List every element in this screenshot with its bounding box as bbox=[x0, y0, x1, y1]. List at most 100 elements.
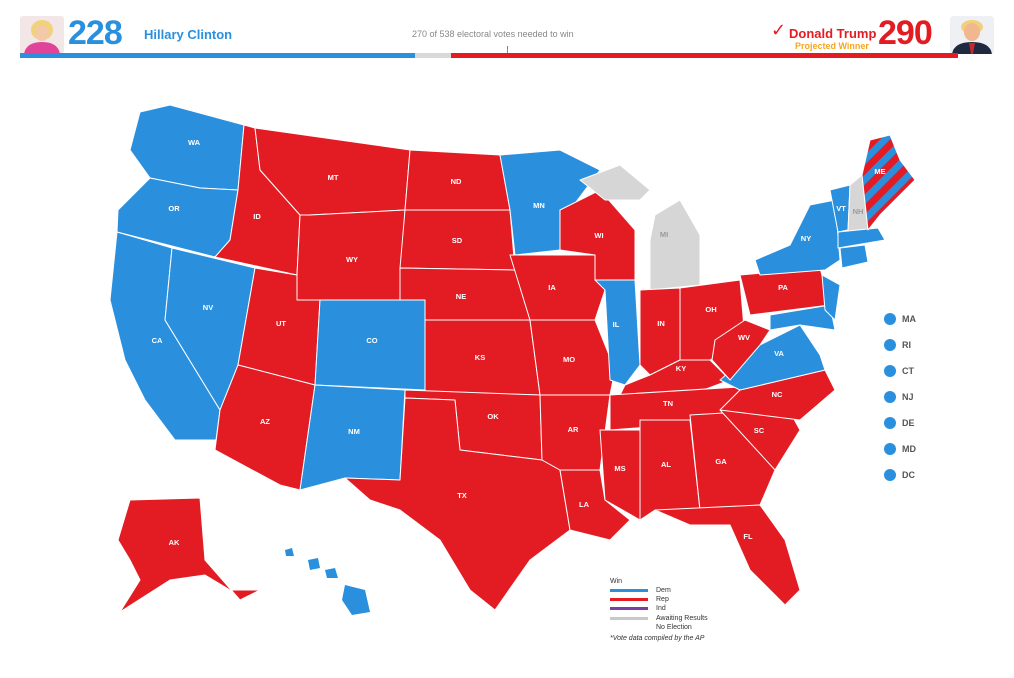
small-state-dc[interactable]: DC bbox=[884, 468, 915, 482]
label-az: AZ bbox=[260, 417, 270, 426]
label-id: ID bbox=[253, 212, 261, 221]
clinton-name: Hillary Clinton bbox=[144, 27, 233, 42]
small-state-md[interactable]: MD bbox=[884, 442, 916, 456]
awaiting-swatch bbox=[610, 617, 648, 620]
nj-dot-icon bbox=[884, 391, 896, 403]
state-fl[interactable] bbox=[654, 504, 801, 606]
rep-swatch bbox=[610, 598, 648, 601]
win-threshold-tick bbox=[507, 46, 508, 53]
label-ak: AK bbox=[169, 538, 180, 547]
label-ca: CA bbox=[152, 336, 163, 345]
legend-item-rep: Rep bbox=[610, 596, 750, 604]
dem-swatch bbox=[610, 589, 648, 592]
trump-electoral-votes: 290 bbox=[878, 14, 933, 52]
state-ia[interactable] bbox=[509, 254, 606, 321]
label-ok: OK bbox=[487, 412, 499, 421]
state-wv[interactable] bbox=[711, 319, 771, 381]
state-tx[interactable] bbox=[344, 397, 571, 611]
state-ak[interactable] bbox=[117, 497, 261, 613]
undecided-progress-bar bbox=[414, 53, 451, 58]
label-pa: PA bbox=[778, 283, 788, 292]
ind-swatch bbox=[610, 607, 648, 610]
small-state-nj[interactable]: NJ bbox=[884, 390, 914, 404]
label-ky: KY bbox=[676, 364, 686, 373]
legend-source-note: *Vote data compiled by the AP bbox=[610, 635, 705, 642]
label-mt: MT bbox=[328, 173, 339, 182]
label-sd: SD bbox=[452, 236, 463, 245]
label-tn: TN bbox=[663, 399, 673, 408]
state-wa[interactable] bbox=[129, 104, 245, 191]
state-mo[interactable] bbox=[529, 319, 616, 396]
label-ny: NY bbox=[801, 234, 811, 243]
label-co: CO bbox=[366, 336, 377, 345]
legend-item-no-election: No Election bbox=[656, 624, 692, 631]
small-state-de[interactable]: DE bbox=[884, 416, 915, 430]
label-me: ME bbox=[874, 167, 885, 176]
label-wi: WI bbox=[594, 231, 603, 240]
clinton-avatar bbox=[20, 16, 64, 54]
results-header: 228 Hillary Clinton 270 of 538 electoral… bbox=[0, 0, 1014, 60]
de-dot-icon bbox=[884, 417, 896, 429]
ma-dot-icon bbox=[884, 313, 896, 325]
small-state-ri[interactable]: RI bbox=[884, 338, 911, 352]
label-mn: MN bbox=[533, 201, 545, 210]
state-md[interactable] bbox=[769, 304, 836, 331]
label-la: LA bbox=[579, 500, 590, 509]
label-nh: NH bbox=[853, 207, 864, 216]
state-hi[interactable] bbox=[285, 548, 370, 615]
label-tx: TX bbox=[457, 491, 467, 500]
label-vt: VT bbox=[836, 204, 846, 213]
state-nj[interactable] bbox=[821, 274, 841, 321]
label-wa: WA bbox=[188, 138, 201, 147]
label-va: VA bbox=[774, 349, 784, 358]
state-al[interactable] bbox=[639, 419, 701, 521]
small-state-ma[interactable]: MA bbox=[884, 312, 916, 326]
ct-dot-icon bbox=[884, 365, 896, 377]
label-wv: WV bbox=[738, 333, 750, 342]
label-ne: NE bbox=[456, 292, 466, 301]
state-la[interactable] bbox=[559, 469, 631, 541]
label-fl: FL bbox=[743, 532, 753, 541]
md-dot-icon bbox=[884, 443, 896, 455]
votes-needed-text: 270 of 538 electoral votes needed to win bbox=[412, 29, 574, 39]
label-or: OR bbox=[168, 204, 180, 213]
label-in: IN bbox=[657, 319, 665, 328]
state-co[interactable] bbox=[314, 299, 426, 391]
state-ct[interactable] bbox=[839, 244, 869, 269]
label-nv: NV bbox=[203, 303, 213, 312]
state-az[interactable] bbox=[214, 364, 316, 491]
rep-progress-bar bbox=[450, 53, 958, 58]
dem-progress-bar bbox=[20, 53, 415, 58]
clinton-electoral-votes: 228 bbox=[68, 14, 123, 52]
label-wy: WY bbox=[346, 255, 358, 264]
label-ms: MS bbox=[614, 464, 625, 473]
state-ma[interactable] bbox=[837, 227, 886, 249]
label-sc: SC bbox=[754, 426, 765, 435]
state-ny[interactable] bbox=[754, 199, 841, 276]
legend-item-dem: Dem bbox=[610, 587, 750, 595]
label-mi: MI bbox=[660, 230, 668, 239]
label-il: IL bbox=[613, 320, 620, 329]
winner-check-icon: ✓ bbox=[771, 20, 787, 40]
legend-item-awaiting: Awaiting Results bbox=[610, 615, 750, 623]
dc-dot-icon bbox=[884, 469, 896, 481]
label-ga: GA bbox=[715, 457, 727, 466]
trump-avatar bbox=[950, 16, 994, 54]
legend-item-ind: Ind bbox=[610, 605, 750, 613]
trump-name: Donald Trump bbox=[789, 26, 877, 41]
label-oh: OH bbox=[705, 305, 716, 314]
label-nc: NC bbox=[772, 390, 783, 399]
label-al: AL bbox=[661, 460, 671, 469]
small-state-ct[interactable]: CT bbox=[884, 364, 914, 378]
state-me[interactable] bbox=[861, 134, 916, 231]
label-ks: KS bbox=[475, 353, 485, 362]
label-ut: UT bbox=[276, 319, 286, 328]
label-nm: NM bbox=[348, 427, 360, 436]
legend-title: Win bbox=[610, 578, 623, 585]
projected-winner-label: Projected Winner bbox=[795, 41, 869, 51]
state-nm[interactable] bbox=[299, 384, 406, 491]
label-nd: ND bbox=[451, 177, 462, 186]
label-mo: MO bbox=[563, 355, 575, 364]
state-in[interactable] bbox=[639, 287, 681, 376]
